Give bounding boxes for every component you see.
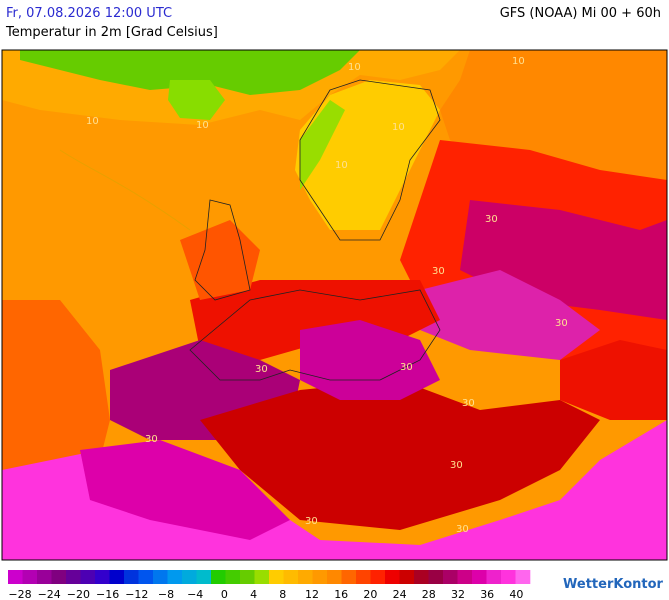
- field-russia-north: [440, 50, 667, 200]
- colorbar-label: −24: [38, 588, 61, 600]
- contour-label: 10: [86, 116, 99, 127]
- contour-label: 30: [145, 434, 158, 445]
- contour-label: 30: [255, 364, 268, 375]
- colorbar-swatch: [211, 570, 226, 584]
- field-balkans-hot: [420, 270, 600, 360]
- colorbar-swatch: [341, 570, 357, 584]
- colorbar-swatch: [95, 570, 110, 584]
- colorbar-swatch: [153, 570, 168, 584]
- contour-label: 30: [432, 266, 445, 277]
- contour-label: 10: [348, 62, 361, 73]
- contour-label: 10: [196, 120, 209, 131]
- field-green: [20, 50, 360, 95]
- contour-label: 30: [485, 214, 498, 225]
- colorbar-swatch: [51, 570, 67, 584]
- isoline: [59, 149, 191, 231]
- temperature-field: [2, 50, 667, 560]
- colorbar-swatch: [80, 570, 96, 584]
- colorbar-label: 4: [250, 588, 257, 600]
- colorbar-swatch: [240, 570, 255, 584]
- field-africa: [2, 420, 667, 560]
- colorbar-swatch: [312, 570, 328, 584]
- model-run: GFS (NOAA) Mi 00 + 60h: [499, 6, 661, 21]
- colorbar-swatch: [182, 570, 197, 584]
- contour-label: 30: [305, 516, 318, 527]
- parameter: Temperatur in 2m [Grad Celsius]: [6, 25, 218, 40]
- colorbar-swatch: [269, 570, 284, 584]
- colorbar-swatch: [472, 570, 487, 584]
- colorbar-swatch: [283, 570, 299, 584]
- colorbar-label: −20: [67, 588, 90, 600]
- colorbar-swatch: [167, 570, 183, 584]
- colorbar-label: 36: [480, 588, 494, 600]
- colorbar-swatch: [196, 570, 212, 584]
- colorbar-swatch: [356, 570, 371, 584]
- contour-label: 30: [400, 362, 413, 373]
- field-norway: [300, 100, 345, 190]
- contour-label: 10: [392, 122, 405, 133]
- colorbar: −28 −24 −20 −16 −12 −8 −4 0 4 8 12 16 20 24 28 32 36 40: [8, 570, 531, 600]
- colorbar-label: 8: [279, 588, 286, 600]
- field-atlantic: [2, 300, 110, 470]
- colorbar-swatch: [428, 570, 444, 584]
- colorbar-label: −8: [158, 588, 174, 600]
- colorbar-swatch: [486, 570, 502, 584]
- colorbar-swatch: [457, 570, 473, 584]
- contour-labels: 10 10 10 10 10 10 30 30 30 30 30 30 30 3…: [86, 56, 568, 535]
- coastlines: [189, 79, 441, 381]
- colorbar-swatch: [414, 570, 429, 584]
- colorbar-label: 16: [334, 588, 348, 600]
- contour-label: 30: [450, 460, 463, 471]
- field-mideast: [560, 340, 667, 420]
- colorbar-swatch: [124, 570, 139, 584]
- colorbar-label: −16: [96, 588, 119, 600]
- colorbar-label: −28: [8, 588, 31, 600]
- colorbar-swatch: [370, 570, 386, 584]
- colorbar-label: −12: [125, 588, 148, 600]
- colorbar-swatch: [66, 570, 81, 584]
- colorbar-swatch: [109, 570, 125, 584]
- field-iceland: [168, 80, 225, 120]
- colorbar-label: 0: [221, 588, 228, 600]
- contour-label: 30: [456, 524, 469, 535]
- colorbar-label: 28: [422, 588, 436, 600]
- colorbar-label: 12: [305, 588, 319, 600]
- datetime: Fr, 07.08.2026 12:00 UTC: [6, 6, 173, 21]
- contour-label: 30: [555, 318, 568, 329]
- field-mediterranean: [200, 380, 600, 530]
- colorbar-label: −4: [187, 588, 203, 600]
- colorbar-swatch: [443, 570, 458, 584]
- colorbar-swatch: [298, 570, 313, 584]
- colorbar-swatch: [22, 570, 38, 584]
- brand-logo: WetterKontor: [563, 577, 664, 592]
- field-africa-hot: [80, 440, 290, 540]
- map-frame: [1, 49, 668, 561]
- colorbar-label: 32: [451, 588, 465, 600]
- colorbar-label: 24: [393, 588, 407, 600]
- colorbar-swatch: [515, 570, 531, 584]
- colorbar-swatch: [8, 570, 23, 584]
- colorbar-label: 40: [509, 588, 523, 600]
- contour-label: 10: [335, 160, 348, 171]
- colorbar-swatch: [399, 570, 415, 584]
- colorbar-swatch: [327, 570, 342, 584]
- colorbar-swatch: [385, 570, 400, 584]
- colorbar-label: 20: [363, 588, 377, 600]
- colorbar-swatch: [501, 570, 516, 584]
- contour-label: 30: [462, 398, 475, 409]
- colorbar-swatch: [225, 570, 241, 584]
- colorbar-swatch: [37, 570, 52, 584]
- colorbar-swatch: [254, 570, 270, 584]
- colorbar-swatch: [138, 570, 154, 584]
- contour-label: 10: [512, 56, 525, 67]
